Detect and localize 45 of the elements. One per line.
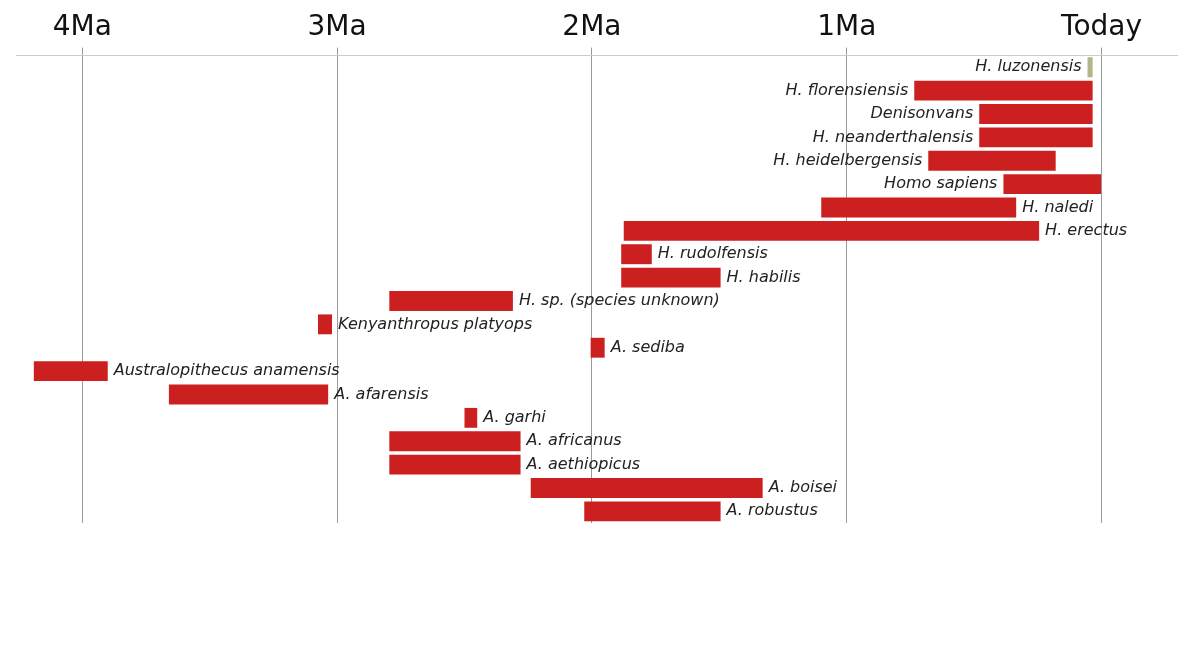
y-tick-label: Denisonvans [870,103,974,123]
bar [33,361,108,382]
y-tick-label: H. habilis [726,266,801,286]
bar [979,104,1093,124]
bar [389,291,513,311]
bar [1087,57,1093,78]
x-tick-label: 4Ma [52,9,112,43]
bar [389,454,521,475]
y-tick-label: H. heidelbergensis [773,149,923,169]
x-tick-label: 3Ma [307,9,367,43]
bar [530,478,763,498]
bar [621,244,652,265]
bar [584,501,721,522]
bar [979,127,1093,148]
y-tick-label: Australopithecus anamensis [112,360,340,380]
x-tick-label: 1Ma [817,9,877,43]
bar [623,220,1040,241]
y-tick-label: Kenyanthropus platyops [337,313,533,333]
bar [464,407,478,428]
x-tick-label: Today [1060,9,1143,43]
y-tick-label: H. erectus [1045,220,1128,240]
y-tick-label: A. robustus [725,500,818,520]
bar [168,384,329,405]
y-tick-label: A. sediba [609,336,685,356]
y-tick-label: Homo sapiens [884,173,998,193]
bar [928,150,1056,171]
bar [1003,174,1102,195]
y-tick-label: H. luzonensis [975,56,1082,76]
x-tick-label: 2Ma [562,9,622,43]
bar [590,337,605,358]
y-tick-label: A. boisei [767,477,838,497]
y-tick-label: H. rudolfensis [657,243,768,263]
y-tick-label: A. afarensis [333,383,429,403]
y-tick-label: H. naledi [1022,196,1094,216]
y-tick-label: A. africanus [525,430,622,450]
y-tick-label: H. sp. (species unknown) [518,290,720,310]
y-tick-label: H. florensiensis [785,79,909,99]
bar [914,80,1093,101]
bar [317,314,332,335]
bar [389,431,521,452]
y-tick-label: H. neanderthalensis [812,126,974,146]
bar [821,197,1017,218]
y-tick-label: A. aethiopicus [525,453,641,473]
y-tick-label: A. garhi [482,406,547,426]
bar [621,267,721,288]
